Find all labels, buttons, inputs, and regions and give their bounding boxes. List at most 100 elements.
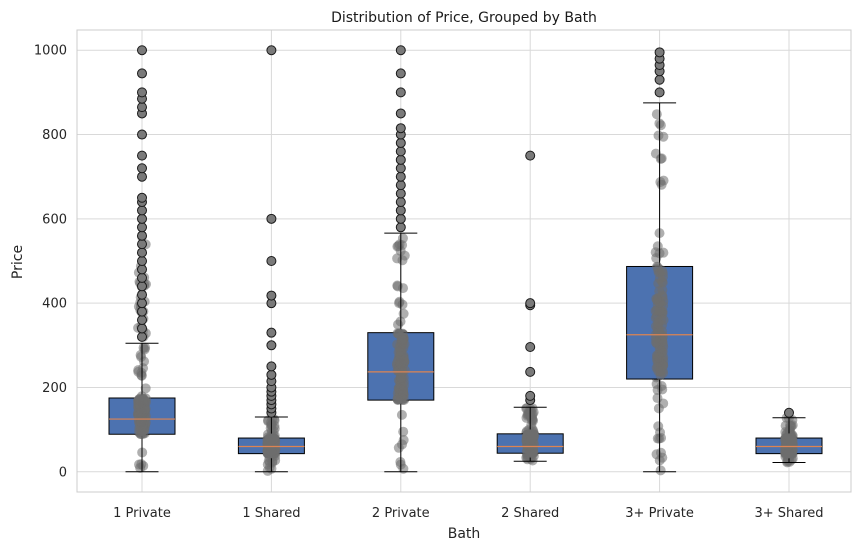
data-point — [652, 433, 663, 444]
data-point — [653, 326, 664, 337]
data-point — [393, 442, 404, 453]
y-tick-label: 400 — [42, 297, 67, 312]
x-tick-label: 2 Private — [372, 506, 430, 521]
data-point — [398, 386, 409, 397]
outlier-point — [395, 171, 406, 182]
outlier-point — [137, 171, 147, 182]
outlier-point — [137, 192, 147, 203]
data-point — [650, 247, 661, 258]
data-point — [658, 247, 669, 258]
y-axis-label: Price — [10, 245, 26, 279]
data-point — [263, 416, 274, 427]
outlier-point — [137, 150, 147, 161]
outlier-point — [525, 390, 536, 401]
outlier-point — [137, 264, 147, 275]
outlier-point — [137, 163, 147, 174]
data-point — [525, 447, 536, 458]
outlier-point — [395, 123, 406, 134]
outlier-point — [137, 256, 147, 266]
data-point — [653, 130, 664, 141]
data-point — [657, 265, 668, 276]
outlier-point — [137, 272, 147, 283]
outlier-point — [525, 298, 536, 309]
outlier-point — [525, 150, 536, 161]
outlier-point — [395, 196, 406, 207]
data-point — [786, 438, 797, 449]
outlier-point — [137, 213, 147, 224]
data-point — [650, 337, 661, 348]
data-point — [392, 280, 403, 291]
data-point — [136, 416, 147, 427]
outlier-point — [654, 74, 665, 85]
data-point — [140, 342, 151, 353]
outlier-point — [137, 306, 147, 317]
outlier-point — [395, 108, 406, 119]
outlier-point — [137, 239, 147, 250]
data-point — [651, 449, 662, 460]
outlier-point — [395, 137, 406, 148]
plot-frame — [76, 29, 852, 493]
data-point — [657, 384, 668, 395]
data-point — [136, 351, 147, 362]
data-point — [396, 409, 407, 420]
outlier-point — [137, 102, 147, 113]
data-point — [526, 432, 537, 443]
data-point — [653, 352, 664, 363]
outlier-point — [525, 341, 536, 352]
data-point — [398, 435, 409, 446]
outlier-point — [266, 361, 277, 372]
outlier-point — [137, 45, 147, 56]
outlier-point — [137, 247, 147, 258]
outlier-point — [395, 163, 406, 174]
outlier-point — [137, 281, 147, 292]
outlier-point — [395, 188, 406, 199]
outlier-point — [654, 47, 665, 58]
x-tick-label: 3+ Private — [625, 506, 694, 521]
data-point — [652, 318, 663, 329]
x-axis-label: Bath — [448, 526, 481, 542]
outlier-point — [137, 129, 147, 140]
y-tick-label: 200 — [42, 381, 67, 396]
data-point — [783, 448, 794, 459]
outlier-point — [137, 315, 147, 326]
outlier-point — [395, 222, 406, 233]
outlier-point — [784, 407, 794, 418]
outlier-point — [266, 213, 277, 224]
data-point — [135, 462, 146, 473]
outlier-point — [395, 45, 406, 56]
data-point — [392, 253, 403, 264]
data-point — [655, 177, 666, 188]
y-tick-label: 1000 — [34, 44, 67, 59]
outlier-point — [395, 205, 406, 216]
data-point — [651, 109, 662, 120]
outlier-point — [395, 154, 406, 165]
outlier-point — [395, 180, 406, 191]
outlier-point — [395, 87, 406, 98]
data-point — [393, 319, 404, 330]
data-point — [138, 425, 149, 436]
data-point — [134, 395, 145, 406]
data-point — [655, 366, 666, 377]
chart-title: Distribution of Price, Grouped by Bath — [331, 10, 597, 26]
y-tick-label: 800 — [42, 128, 67, 143]
outlier-point — [137, 87, 147, 98]
tick-labels: 0 200 400 600 800 1000 1 Private 1 Shared 2 Priv… — [34, 44, 824, 521]
x-tick-label: 1 Shared — [242, 506, 300, 521]
data-point — [392, 394, 403, 405]
outlier-point — [266, 327, 277, 338]
outlier-point — [137, 331, 147, 342]
data-point — [524, 408, 535, 419]
outlier-point — [654, 87, 665, 98]
data-point — [266, 446, 277, 457]
data-point — [397, 233, 408, 244]
outlier-point — [395, 68, 406, 79]
data-point — [138, 363, 149, 374]
data-point — [394, 298, 405, 309]
data-point — [654, 286, 665, 297]
data-point — [395, 358, 406, 369]
outlier-point — [266, 45, 277, 56]
outlier-point — [266, 256, 277, 266]
